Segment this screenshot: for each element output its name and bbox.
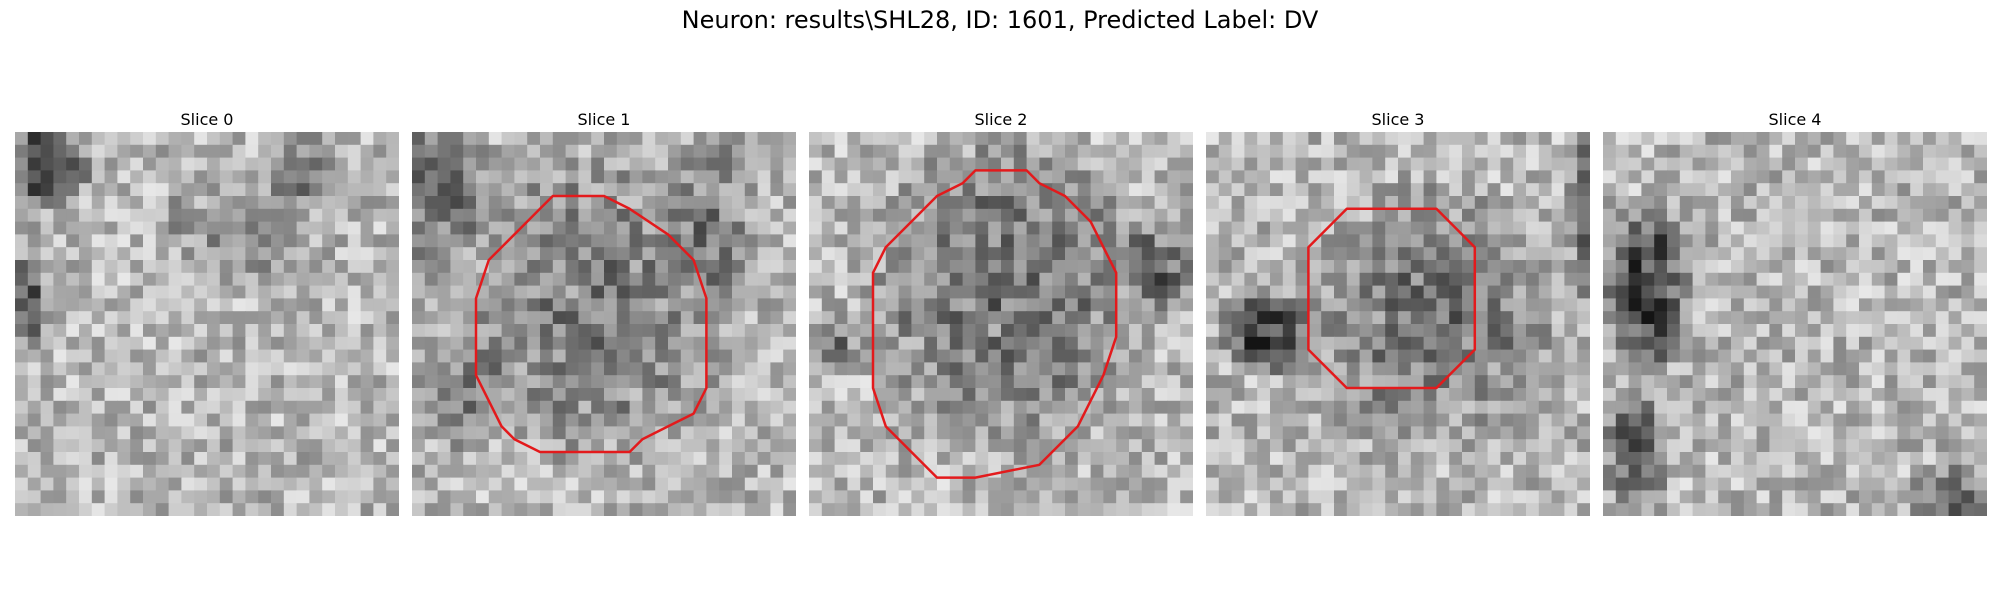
slice-title: Slice 0 [180,110,234,129]
slice-panel-3: Slice 3 [1206,108,1590,516]
slice-pixels [809,132,1193,516]
slice-pixels [412,132,796,516]
slice-panel-4: Slice 4 [1603,108,1987,516]
neuron-contour [474,194,708,454]
slice-pixels [15,132,399,516]
slice-title: Slice 3 [1371,110,1425,129]
slice-image-2 [809,132,1193,516]
slice-panel-0: Slice 0 [15,108,399,516]
slice-title: Slice 1 [577,110,631,129]
slice-title: Slice 4 [1768,110,1822,129]
slice-image-3 [1206,132,1590,516]
figure-title: Neuron: results\SHL28, ID: 1601, Predict… [681,6,1319,34]
neuron-contour [1307,207,1477,390]
slice-image-1 [412,132,796,516]
slice-pixels [1603,132,1987,516]
slice-pixels [1206,132,1590,516]
neuron-contour [871,169,1118,479]
slice-panel-2: Slice 2 [809,108,1193,516]
slice-image-4 [1603,132,1987,516]
slice-title: Slice 2 [974,110,1028,129]
slice-panel-1: Slice 1 [412,108,796,516]
slice-image-0 [15,132,399,516]
